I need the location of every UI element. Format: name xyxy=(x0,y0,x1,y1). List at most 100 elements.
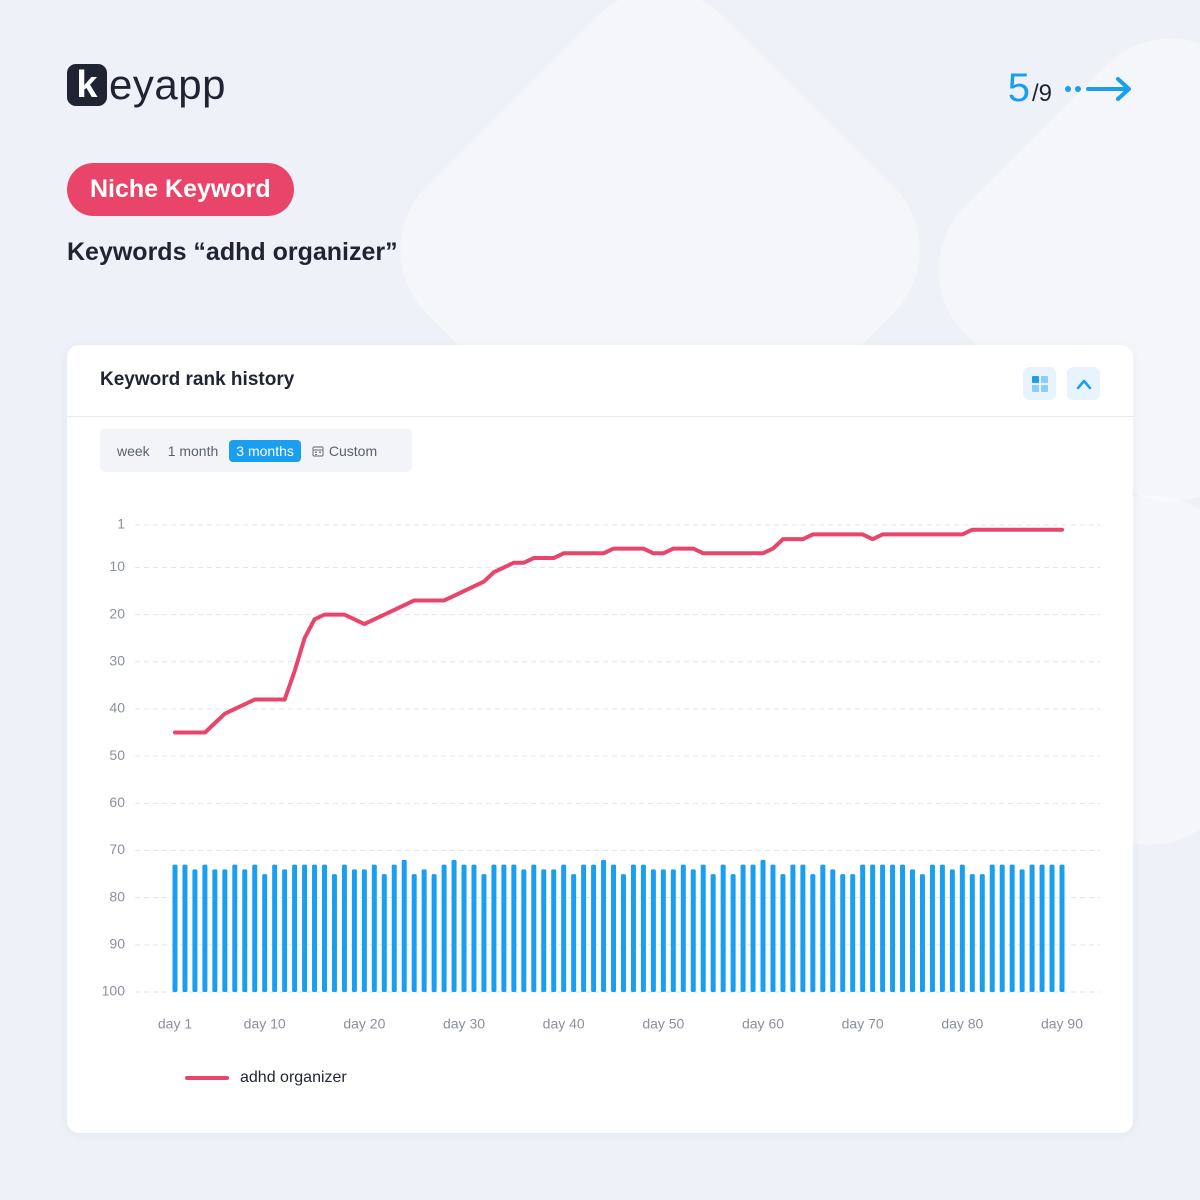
bar xyxy=(391,864,397,992)
y-tick-label: 1 xyxy=(117,516,125,532)
bar xyxy=(1059,864,1065,992)
range-tab-label: Custom xyxy=(328,442,378,459)
logo: k eyapp xyxy=(67,64,226,106)
bar xyxy=(620,874,626,992)
legend-label: adhd organizer xyxy=(240,1069,347,1086)
line-series xyxy=(173,527,1064,735)
bar xyxy=(481,874,487,992)
x-tick-label: day 70 xyxy=(842,1016,884,1032)
x-tick-label: day 20 xyxy=(343,1016,385,1032)
bar xyxy=(371,864,377,992)
logo-text: eyapp xyxy=(109,61,226,108)
bar xyxy=(471,864,477,992)
bar xyxy=(521,869,527,992)
x-tick-label: day 80 xyxy=(941,1016,983,1032)
bar xyxy=(421,869,427,992)
bar xyxy=(591,864,597,992)
pager-current: 5 xyxy=(1007,66,1030,110)
bar xyxy=(910,869,916,992)
layout-button[interactable] xyxy=(1023,367,1056,400)
bar xyxy=(441,864,447,992)
divider xyxy=(67,416,1133,417)
next-arrow[interactable] xyxy=(1064,75,1134,103)
bar xyxy=(272,864,278,992)
collapse-button[interactable] xyxy=(1067,367,1100,400)
bar xyxy=(870,864,876,992)
bar xyxy=(710,874,716,992)
bar xyxy=(601,859,607,992)
y-tick-label: 30 xyxy=(109,653,125,669)
bar xyxy=(321,864,327,992)
bar xyxy=(730,874,736,992)
bar xyxy=(531,864,537,992)
range-tab[interactable]: 3 months xyxy=(229,439,301,462)
pager-total: /9 xyxy=(1031,80,1052,107)
bar xyxy=(282,869,288,992)
bar xyxy=(571,874,577,992)
bar xyxy=(242,869,248,992)
bar xyxy=(979,874,985,992)
x-tick-label: day 50 xyxy=(642,1016,684,1032)
bar xyxy=(969,874,975,992)
bar xyxy=(880,864,886,992)
bar xyxy=(252,864,258,992)
bar xyxy=(262,874,268,992)
bar xyxy=(222,869,228,992)
bar xyxy=(341,864,347,992)
bar xyxy=(939,864,945,992)
bar xyxy=(431,874,437,992)
range-tab[interactable]: Custom xyxy=(305,440,384,462)
bar xyxy=(780,874,786,992)
bar xyxy=(850,874,856,992)
bar xyxy=(611,864,617,992)
bar xyxy=(810,874,816,992)
bar xyxy=(690,869,696,992)
bar xyxy=(919,874,925,992)
bar xyxy=(212,869,218,992)
bar xyxy=(860,864,866,992)
x-tick-label: day 30 xyxy=(443,1016,485,1032)
bar xyxy=(680,864,686,992)
bar xyxy=(312,864,318,992)
bar xyxy=(700,864,706,992)
bar xyxy=(720,864,726,992)
card: Keyword rank history week 1 month 3 months… xyxy=(67,345,1133,1133)
range-tab[interactable]: week xyxy=(110,440,157,462)
bar xyxy=(1009,864,1015,992)
bar xyxy=(820,864,826,992)
bar xyxy=(1049,864,1055,992)
range-tabs: week 1 month 3 months Custom xyxy=(100,429,412,472)
bar xyxy=(750,864,756,992)
bar xyxy=(541,869,547,992)
x-tick-label: day 90 xyxy=(1041,1016,1083,1032)
y-tick-label: 10 xyxy=(109,558,125,574)
bar xyxy=(999,864,1005,992)
x-tick-label: day 10 xyxy=(244,1016,286,1032)
bar xyxy=(900,864,906,992)
bar xyxy=(581,864,587,992)
bar xyxy=(890,864,896,992)
y-tick-label: 100 xyxy=(102,983,126,999)
bar xyxy=(501,864,507,992)
pager: 5 /9 xyxy=(1008,66,1134,111)
bar xyxy=(929,864,935,992)
range-tab[interactable]: 1 month xyxy=(161,440,226,462)
bar xyxy=(361,869,367,992)
subtitle: Keywords “adhd organizer” xyxy=(67,238,398,266)
bar xyxy=(1029,864,1035,992)
bar xyxy=(202,864,208,992)
x-tick-label: day 1 xyxy=(158,1016,192,1032)
x-tick-label: day 40 xyxy=(543,1016,585,1032)
bar xyxy=(760,859,766,992)
y-tick-label: 40 xyxy=(109,700,125,716)
badge: Niche Keyword xyxy=(67,163,294,216)
card-title: Keyword rank history xyxy=(100,369,295,390)
bar xyxy=(650,869,656,992)
y-tick-label: 80 xyxy=(109,888,125,904)
bar xyxy=(561,864,567,992)
range-tab-label: 3 months xyxy=(236,442,294,459)
bar xyxy=(630,864,636,992)
y-tick-label: 70 xyxy=(109,841,125,857)
